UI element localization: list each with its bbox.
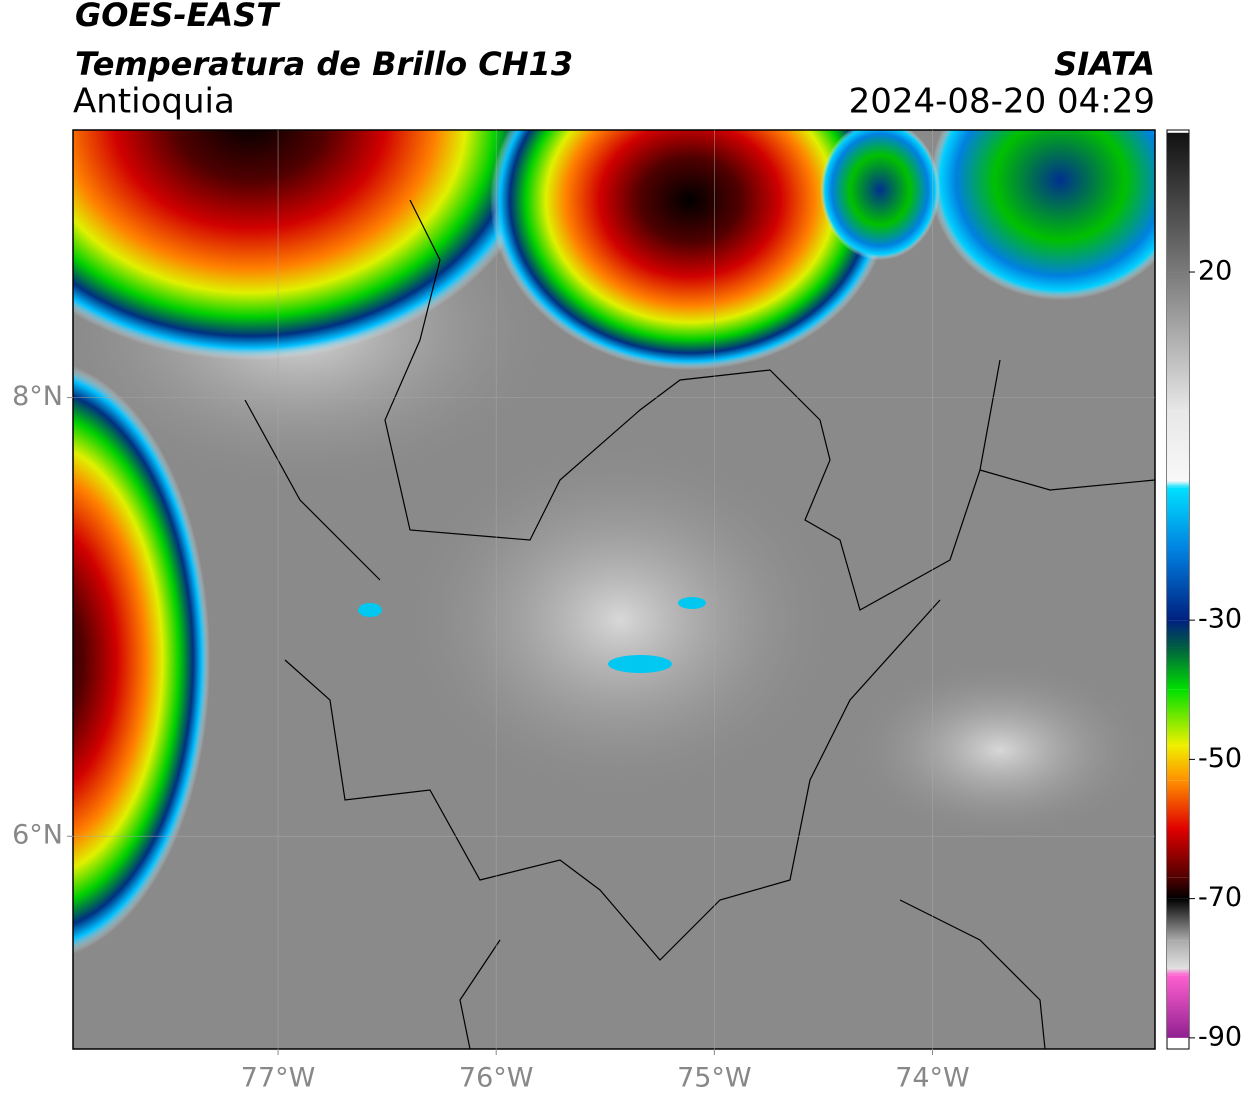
colorbar-segment [1167,647,1189,690]
colorbar-segment [1167,975,1189,1038]
region: Antioquia [73,82,235,122]
colorbar-tick-label: -90 [1198,1021,1242,1052]
colorbar-segment [1167,550,1189,621]
colorbar-tick-label: -30 [1198,604,1242,635]
x-tick-label: 76°W [459,1063,534,1094]
x-tick-label: 75°W [677,1063,752,1094]
colorbar-segment [1167,272,1189,412]
source: SIATA [1054,45,1155,83]
colorbar-segment [1167,480,1189,488]
colorbar-segment [1167,689,1189,746]
x-tick-label: 77°W [241,1063,316,1094]
colorbar-segment [1167,620,1189,648]
colorbar-segment [1167,898,1189,941]
colorbar-tick-label: -70 [1198,882,1242,913]
colorbar-tick-label: 20 [1198,256,1232,287]
colorbar-tick-label: -50 [1198,743,1242,774]
map-frame [72,129,1156,1050]
datetime: 2024-08-20 04:29 [849,82,1155,122]
colorbar-segment [1167,411,1189,481]
colorbar-segment [1167,940,1189,969]
colorbar-segment [1167,780,1189,829]
title: GOES-EAST [75,0,280,34]
colorbar-segment [1167,968,1189,976]
colorbar-segment [1167,745,1189,781]
x-tick-label: 74°W [895,1063,970,1094]
y-tick-label: 6°N [12,820,63,851]
colorbar-segment [1167,487,1189,551]
y-tick-label: 8°N [12,381,63,412]
colorbar-segment [1167,132,1189,273]
colorbar-segment [1167,877,1189,899]
satellite-image [73,130,1155,1049]
subtitle: Temperatura de Brillo CH13 [75,45,573,83]
colorbar-segment [1167,828,1189,878]
